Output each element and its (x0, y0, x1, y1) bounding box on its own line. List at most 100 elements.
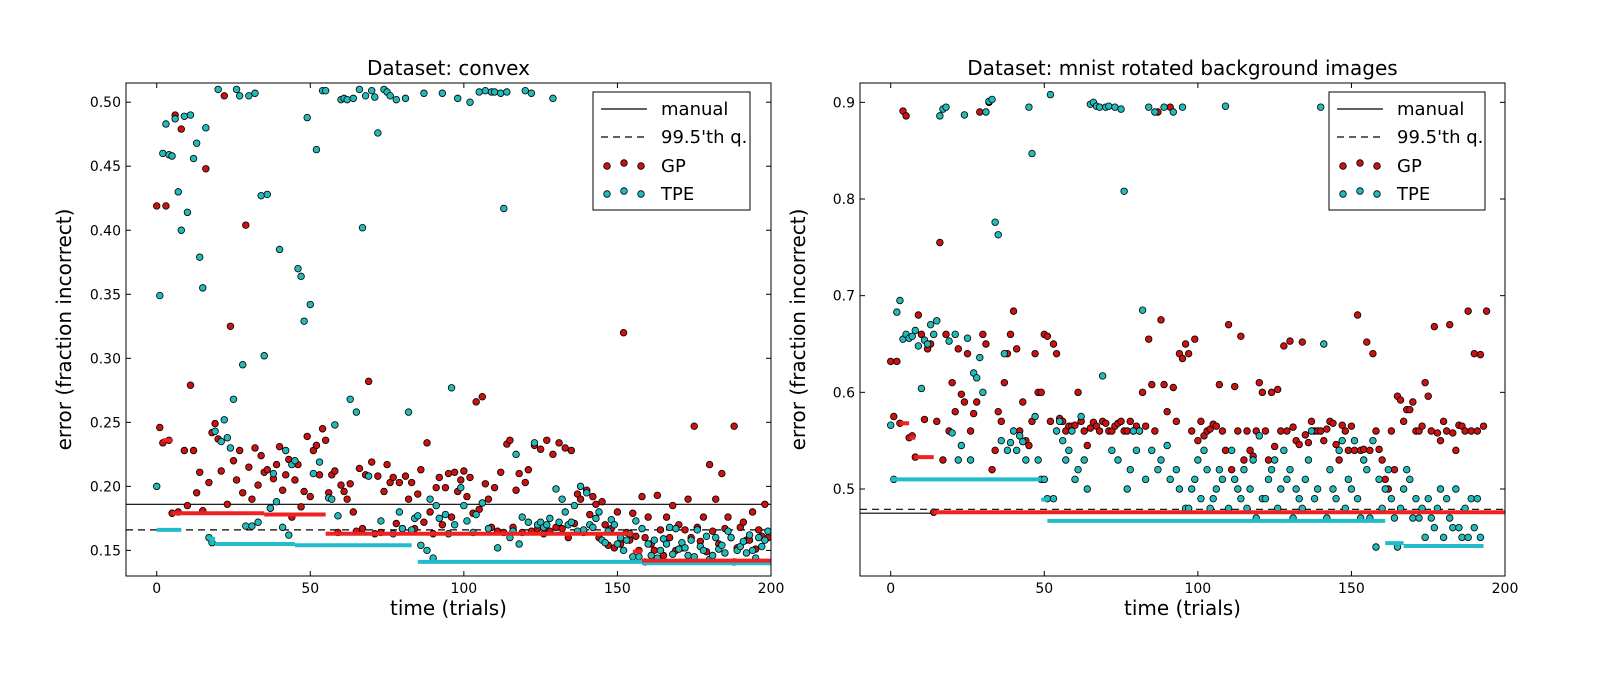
tpe-point (923, 340, 932, 348)
gp-point (1274, 385, 1282, 394)
tpe-point (1442, 494, 1451, 503)
gp-point (561, 444, 569, 452)
x-tick-label: 100 (450, 581, 477, 597)
gp-point (1442, 427, 1451, 435)
tpe-point (1141, 475, 1150, 484)
tpe-point (392, 95, 400, 104)
gp-point (558, 524, 566, 533)
y-tick-label: 0.25 (90, 415, 121, 431)
x-tick-label: 150 (604, 581, 631, 597)
gp-point (450, 468, 459, 476)
tpe-point (672, 524, 680, 533)
gp-point (543, 436, 551, 444)
gp-point (1172, 417, 1181, 426)
legend-label-quantile: 99.5'th q. (661, 127, 747, 148)
gp-point (1255, 378, 1263, 387)
tpe-point (622, 536, 631, 544)
gp-point (1452, 446, 1460, 455)
tpe-point (1028, 149, 1036, 158)
tpe-point (911, 326, 919, 335)
tpe-point (1031, 412, 1039, 421)
axes-frame (859, 82, 1506, 577)
gp-point (724, 513, 732, 521)
gp-point (263, 466, 271, 474)
tpe-point (1160, 103, 1168, 111)
tpe-point (644, 540, 652, 548)
tpe-point (963, 334, 972, 342)
gp-point (1433, 429, 1442, 437)
gp-point (1194, 436, 1202, 445)
tpe-point (681, 544, 689, 552)
gp-point (1197, 417, 1205, 426)
tpe-point (1424, 494, 1432, 503)
tpe-point (1095, 103, 1104, 111)
tpe-point (1387, 494, 1396, 503)
tpe-point (1292, 485, 1300, 493)
tpe-point (957, 441, 966, 450)
gp-point (1178, 354, 1187, 363)
gp-point (969, 409, 978, 418)
gp-point (684, 495, 692, 503)
tpe-point (1249, 456, 1257, 464)
gp-point (1341, 427, 1349, 435)
gp-point (914, 311, 923, 319)
tpe-point (334, 512, 342, 520)
gp-point (457, 476, 465, 484)
tpe-point (1055, 417, 1064, 426)
tpe-point (1350, 436, 1359, 445)
gp-point (297, 503, 305, 511)
gp-point (1071, 421, 1079, 429)
legend-tpe-marker (620, 187, 628, 195)
tpe-point (1280, 446, 1288, 455)
tpe-point (450, 521, 459, 529)
gp-point (951, 407, 959, 416)
gp-point (887, 357, 895, 366)
tpe-point (1151, 108, 1159, 116)
tpe-point (398, 524, 407, 533)
gp-point (1476, 350, 1485, 359)
gp-point (1267, 388, 1276, 397)
gp-point (1304, 438, 1313, 447)
tpe-point (321, 86, 330, 95)
gp-point (368, 458, 376, 466)
tpe-point (214, 85, 222, 94)
legend-gp-marker (620, 159, 628, 167)
x-tick-label: 50 (301, 581, 319, 597)
gp-point (948, 378, 956, 387)
tpe-point (377, 517, 385, 525)
x-tick-label: 100 (1184, 581, 1211, 597)
tpe-point (1476, 533, 1485, 542)
tpe-point (1098, 372, 1107, 380)
tpe-point (1145, 103, 1153, 111)
tpe-point (1117, 105, 1125, 113)
tpe-point (493, 544, 502, 552)
gp-point (1012, 345, 1021, 353)
y-tick-label: 0.50 (90, 95, 121, 111)
tpe-point (441, 510, 450, 519)
tpe-point (1166, 475, 1174, 484)
tpe-point (242, 522, 250, 530)
tpe-point (303, 113, 311, 122)
gp-point (466, 473, 474, 482)
gp-point (257, 451, 265, 460)
tpe-point (349, 94, 357, 103)
gp-point (211, 419, 219, 428)
tpe-point (472, 510, 480, 519)
tpe-point (1234, 485, 1242, 493)
gp-point (275, 442, 284, 451)
tpe-point (1197, 494, 1205, 503)
gp-point (1181, 340, 1190, 348)
tpe-point (629, 553, 637, 561)
tpe-point (942, 103, 950, 111)
tpe-point (930, 330, 938, 339)
tpe-point (665, 523, 674, 532)
gp-point (481, 480, 490, 488)
tpe-point (395, 508, 404, 516)
gp-point (1145, 335, 1153, 343)
tpe-point (420, 89, 428, 97)
tpe-point (192, 139, 201, 147)
gp-point (395, 478, 404, 487)
tpe-point (1381, 485, 1389, 493)
tpe-point (168, 152, 176, 160)
tpe-point (1068, 427, 1076, 435)
